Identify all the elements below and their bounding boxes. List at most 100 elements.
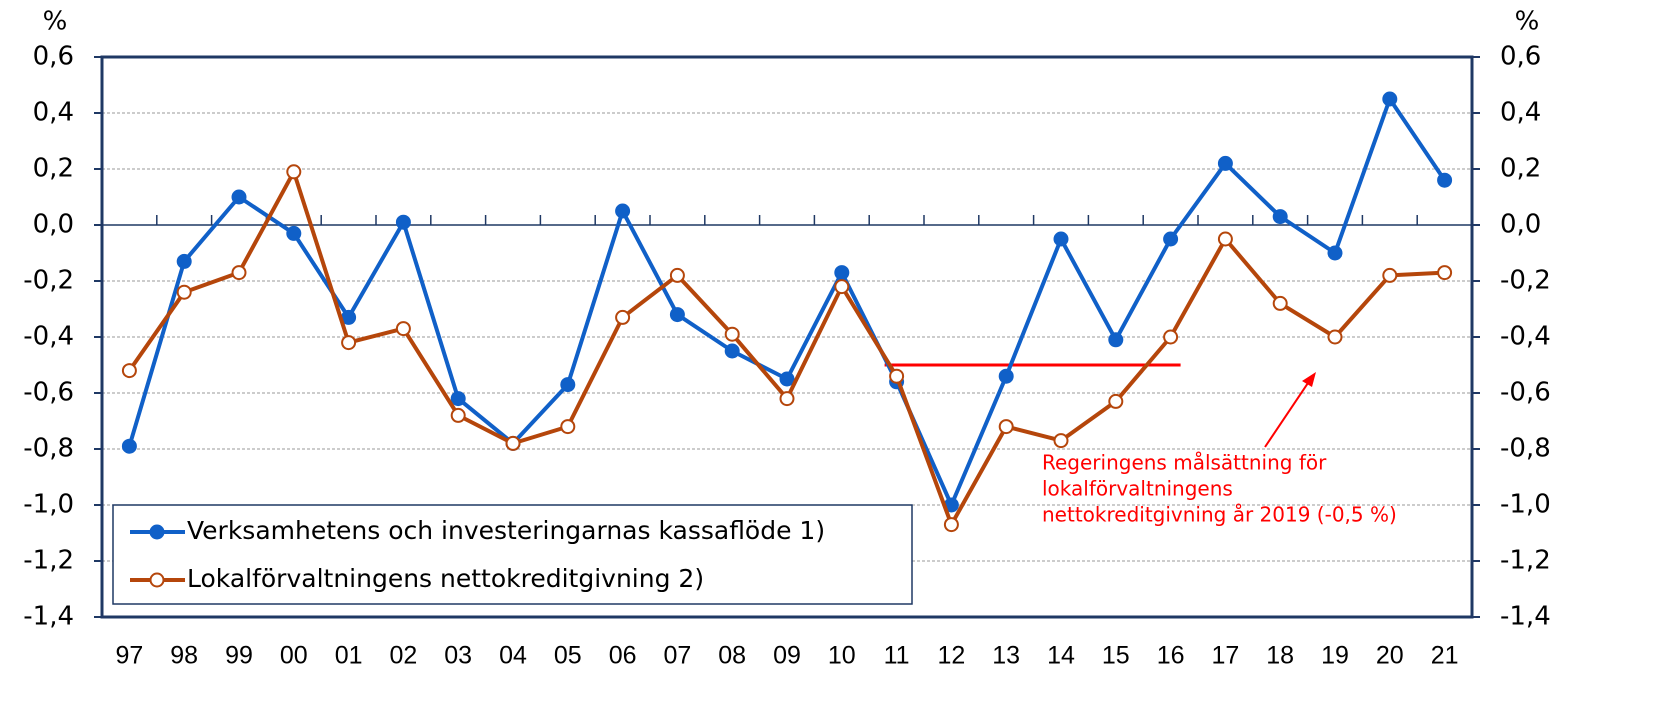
data-point [1327,245,1343,261]
x-tick-label: 03 [444,642,472,670]
y-axis-label: % [43,7,68,37]
legend-box [112,504,913,605]
data-point [231,265,247,281]
x-tick-label: 06 [609,642,637,670]
x-tick-label: 15 [1102,642,1130,670]
legend-marker [149,572,165,588]
y2-tick-label: 0,0 [1500,210,1541,240]
data-point [669,307,685,323]
y2-tick-label: -1,4 [1500,602,1551,632]
y2-tick-label: -0,6 [1500,378,1551,408]
y2-tick-label: -0,8 [1500,434,1551,464]
data-point [1108,393,1124,409]
y2-tick-label: -0,4 [1500,322,1551,352]
x-tick-label: 13 [992,642,1020,670]
x-tick-label: 12 [937,642,965,670]
y2-tick-label: 0,6 [1500,42,1541,72]
x-tick-label: 16 [1157,642,1185,670]
y2-tick-label: 0,2 [1500,154,1541,184]
x-tick-label: 18 [1266,642,1294,670]
data-point [1437,265,1453,281]
y-tick-label: -1,4 [23,602,74,632]
x-tick-label: 19 [1321,642,1349,670]
x-tick-label: 11 [884,642,910,670]
data-point [998,368,1014,384]
data-point [889,368,905,384]
data-point [834,279,850,295]
x-tick-label: 09 [773,642,801,670]
legend-label: Verksamhetens och investeringarnas kassa… [187,516,825,545]
y2-tick-label: -1,2 [1500,546,1551,576]
data-point [1053,231,1069,247]
x-tick-label: 97 [115,642,143,670]
data-point [724,343,740,359]
y-tick-label: 0,0 [33,210,74,240]
data-point [1272,295,1288,311]
y-tick-label: -1,2 [23,546,74,576]
data-point [1327,329,1343,345]
x-tick-label: 01 [335,642,363,670]
data-point [998,419,1014,435]
y-tick-label: -0,4 [23,322,74,352]
y-tick-label: -0,2 [23,266,74,296]
x-tick-label: 07 [663,642,691,670]
data-point [943,517,959,533]
data-point [341,335,357,351]
data-point [286,225,302,241]
data-point [1163,231,1179,247]
data-point [176,284,192,300]
y-tick-label: -0,8 [23,434,74,464]
data-point [176,253,192,269]
annotation: nettokreditgivning år 2019 (-0,5 %) [1042,503,1397,527]
data-point [779,391,795,407]
x-tick-label: 04 [499,642,527,670]
data-point [286,164,302,180]
y2-tick-label: -1,0 [1500,490,1551,520]
x-tick-label: 08 [718,642,746,670]
data-point [1437,172,1453,188]
x-tick-label: 14 [1047,642,1075,670]
data-point [834,265,850,281]
x-tick-label: 10 [828,642,856,670]
series-line [127,97,1447,507]
data-point [1217,231,1233,247]
data-point [560,419,576,435]
legend-label: Lokalförvaltningens nettokreditgivning 2… [187,564,704,593]
data-point [1382,267,1398,283]
data-point [779,371,795,387]
y-tick-label: -1,0 [23,490,74,520]
data-point [1382,91,1398,107]
x-tick-label: 20 [1376,642,1404,670]
x-tick-label: 00 [280,642,308,670]
x-tick-label: 98 [170,642,198,670]
plot-border [100,55,1474,619]
x-tick-label: 21 [1431,642,1459,670]
data-point [669,267,685,283]
data-point [121,363,137,379]
data-point [724,326,740,342]
data-point [615,309,631,325]
data-point [231,189,247,205]
data-point [121,438,137,454]
data-point [1108,332,1124,348]
y-tick-label: 0,6 [33,42,74,72]
y-tick-label: 0,2 [33,154,74,184]
annotation: Regeringens målsättning för [1042,451,1327,475]
y2-tick-label: 0,4 [1500,98,1541,128]
data-point [1272,209,1288,225]
data-point [450,391,466,407]
arrow-head [1302,372,1316,387]
y-tick-label: -0,6 [23,378,74,408]
annotation-arrow [1264,376,1313,448]
data-point [450,407,466,423]
y2-axis-label: % [1515,7,1540,37]
y2-tick-label: -0,2 [1500,266,1551,296]
data-point [395,321,411,337]
data-point [1217,155,1233,171]
data-point [1053,433,1069,449]
data-point [505,435,521,451]
x-tick-label: 05 [554,642,582,670]
y-tick-label: 0,4 [33,98,74,128]
x-tick-label: 17 [1211,642,1239,670]
